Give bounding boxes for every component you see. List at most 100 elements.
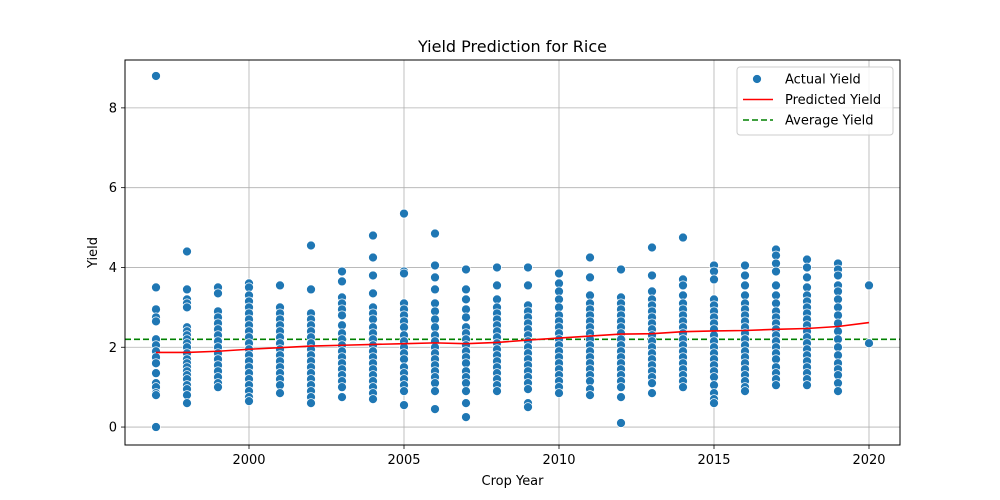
actual-yield-point [802,272,812,283]
legend: Actual Yield Predicted Yield Average Yie… [736,66,894,136]
actual-yield-point [306,398,316,408]
actual-yield-point [492,386,502,397]
actual-yield-point [461,284,471,295]
actual-yield-point [771,280,781,291]
actual-yield-point [740,270,750,281]
actual-yield-point [368,230,378,241]
actual-yield-point [709,398,719,408]
x-tick-label: 2020 [852,453,885,468]
actual-yield-point [678,280,688,291]
actual-yield-point [213,382,223,393]
actual-yield-point [368,270,378,281]
actual-yield-point [740,280,750,291]
actual-yield-point [802,380,812,391]
actual-yield-point [275,280,285,291]
legend-actual-marker [752,74,762,84]
actual-yield-point [647,378,657,389]
actual-yield-point [616,382,626,393]
legend-box [736,66,894,136]
actual-yield-point [182,398,192,408]
actual-yield-point [461,294,471,305]
actual-yield-point [554,268,564,279]
actual-yield-point [151,422,161,432]
actual-yield-point [523,280,533,291]
x-tick-label: 2000 [232,453,265,468]
actual-yield-point [244,396,254,406]
legend-average-label: Average Yield [785,114,873,129]
actual-yield-point [399,400,409,410]
actual-yield-point [306,240,316,251]
predicted-yield-line [156,321,870,354]
actual-yield-point [213,288,223,299]
y-tick-label: 2 [109,341,117,356]
actual-yield-point [585,252,595,263]
actual-yield-point [461,312,471,323]
actual-yield-point [616,418,626,428]
actual-yield-point [678,382,688,393]
plot-frame [124,59,901,446]
actual-yield-point [709,274,719,285]
y-tick-label: 6 [109,181,117,196]
actual-yield-point [461,412,471,422]
actual-yield-point [368,394,378,404]
actual-yield-point [399,268,409,279]
actual-yield-point [182,302,192,313]
actual-yield-point [864,338,874,349]
actual-yield-point [771,380,781,391]
actual-yield-point [430,386,440,397]
x-tick-label: 2005 [387,453,420,468]
actual-yield-point [430,228,440,239]
actual-yield-point [430,272,440,283]
legend-predicted-label: Predicted Yield [785,93,881,108]
y-tick-label: 4 [109,261,117,276]
actual-yield-point [337,266,347,277]
actual-yield-point [430,284,440,295]
actual-yield-point [182,284,192,295]
x-tick-label: 2015 [697,453,730,468]
actual-yield-point [337,310,347,321]
actual-yield-point [585,272,595,283]
actual-yield-point [368,288,378,299]
actual-yield-point [647,388,657,399]
actual-yield-point [151,316,161,327]
actual-yield-point [554,388,564,399]
actual-yield-point [151,71,161,81]
actual-yield-point [337,276,347,287]
actual-yield-point [151,282,161,293]
actual-yield-point [275,388,285,399]
actual-yield-point [430,404,440,414]
actual-yield-point [647,270,657,281]
actual-yield-point [461,398,471,408]
actual-yield-point [585,390,595,401]
actual-yield-points [151,71,874,432]
actual-yield-point [616,264,626,275]
actual-yield-point [523,384,533,395]
legend-actual-label: Actual Yield [785,73,861,88]
actual-yield-point [182,246,192,257]
actual-yield-point [151,368,161,379]
x-tick-label: 2010 [542,453,575,468]
actual-yield-point [647,242,657,253]
actual-yield-point [306,284,316,295]
actual-yield-point [151,358,161,369]
actual-yield-point [802,262,812,273]
actual-yield-point [740,260,750,271]
predicted-yield-path [156,321,870,354]
x-axis-label: Crop Year [482,474,545,489]
actual-yield-point [461,264,471,275]
actual-yield-point [399,386,409,397]
actual-yield-point [151,390,161,401]
actual-yield-point [523,402,533,412]
actual-yield-point [337,392,347,402]
actual-yield-point [368,252,378,263]
actual-yield-point [833,270,843,281]
actual-yield-point [492,262,502,273]
actual-yield-point [771,266,781,277]
actual-yield-point [461,386,471,397]
actual-yield-point [492,280,502,291]
y-axis-label: Yield [86,237,101,269]
actual-yield-point [678,232,688,243]
actual-yield-point [740,386,750,397]
y-axis-ticks: 0 2 4 6 8 [109,101,125,436]
